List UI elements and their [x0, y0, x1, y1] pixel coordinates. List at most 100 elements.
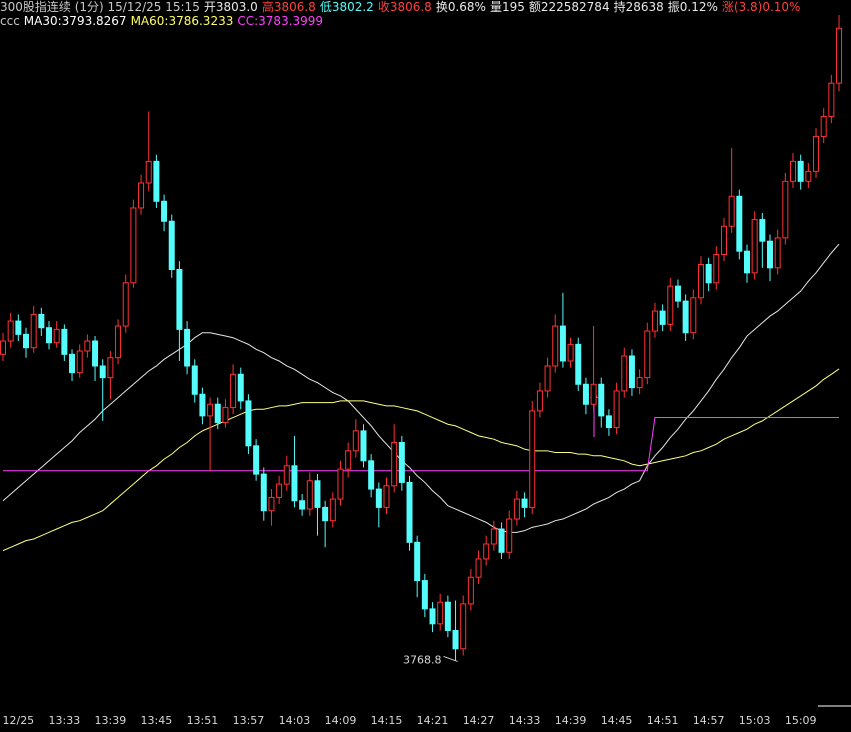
candle-body — [306, 480, 313, 510]
candle-body — [38, 313, 45, 329]
candle-body — [245, 400, 252, 447]
candle-body — [544, 365, 551, 392]
candle-body — [582, 383, 589, 405]
candle-body — [61, 328, 68, 355]
candle-body — [291, 465, 298, 502]
candle-body — [521, 498, 528, 508]
candle-body — [314, 480, 321, 508]
candle-body — [444, 601, 451, 631]
candle-body — [176, 268, 183, 330]
candle-body — [483, 543, 490, 560]
indicator-item: CC:3783.3999 — [237, 14, 324, 28]
candle-body — [452, 629, 459, 650]
candle-body — [567, 343, 574, 362]
x-tick-label: 14:03 — [279, 714, 311, 727]
candle-body — [391, 442, 398, 487]
candle-body — [0, 340, 6, 355]
candle-body — [383, 485, 390, 508]
candle-body — [46, 327, 53, 344]
candle-body — [728, 195, 735, 227]
candle-body — [69, 353, 76, 374]
x-tick-label: 14:57 — [693, 714, 725, 727]
x-tick-label: 13:51 — [187, 714, 219, 727]
candle-body — [559, 325, 566, 362]
candle-body — [161, 200, 168, 222]
candle-body — [651, 310, 658, 332]
candle-body — [437, 601, 444, 625]
candle-body — [283, 465, 290, 485]
candle-body — [260, 473, 267, 512]
x-tick-label: 13:57 — [233, 714, 265, 727]
candle-body — [214, 403, 221, 424]
indicator-item: ccc — [0, 14, 20, 28]
header: 300股指连续 (1分) 15/12/25 15:15 开3803.0 高3806.… — [0, 0, 800, 28]
x-tick-label: 13:45 — [141, 714, 173, 727]
candle-body — [736, 195, 743, 252]
x-tick-label: 14:15 — [371, 714, 403, 727]
x-tick-label: 14:45 — [601, 714, 633, 727]
candle-body — [230, 373, 237, 409]
x-tick-label: 12/25 — [2, 714, 34, 727]
x-tick-label: 15:09 — [785, 714, 817, 727]
x-tick-label: 13:39 — [95, 714, 127, 727]
candle-body — [552, 325, 559, 367]
header-item: 收3806.8 — [377, 0, 432, 14]
candle-body — [529, 410, 536, 508]
x-tick-label: 13:33 — [49, 714, 81, 727]
candle-body — [253, 445, 260, 475]
candle-body — [720, 225, 727, 256]
low-annotation: 3768.8 — [403, 653, 442, 666]
header-item: 换0.68% — [435, 0, 486, 14]
candle-body — [398, 442, 405, 483]
indicator-row: ccc MA30:3793.8267 MA60:3786.3233 CC:3783.3… — [0, 14, 800, 28]
candle-body — [498, 528, 505, 553]
x-tick-label: 14:09 — [325, 714, 357, 727]
candle-body — [406, 481, 413, 543]
candle-body — [322, 506, 329, 522]
header-item: 300股指连续 (1分) 15/12/25 15:15 — [0, 0, 200, 14]
candle-body — [138, 182, 145, 209]
candle-body — [674, 285, 681, 302]
candle-body — [467, 576, 474, 605]
candle-body — [368, 460, 375, 490]
quote-row: 300股指连续 (1分) 15/12/25 15:15 开3803.0 高3806.… — [0, 0, 800, 14]
candle-body — [790, 160, 797, 182]
candle-body — [222, 407, 229, 424]
candle-body — [506, 518, 513, 553]
header-item: 低3802.2 — [319, 0, 374, 14]
candle-body — [184, 328, 191, 367]
candle-body — [207, 403, 214, 417]
header-item: 开3803.0 — [203, 0, 258, 14]
candle-body — [536, 390, 543, 412]
candle-body — [797, 160, 804, 182]
candle-body — [421, 580, 428, 610]
candle-body — [613, 390, 620, 429]
candle-body — [475, 558, 482, 578]
candle-body — [590, 383, 597, 405]
low-pointer — [443, 655, 458, 662]
candle-body — [329, 498, 336, 522]
candle-body — [99, 365, 106, 379]
header-item: 持28638 — [613, 0, 664, 14]
candle-body — [690, 297, 697, 334]
candle-body — [145, 160, 152, 184]
candle-body — [199, 393, 206, 417]
candle-body — [92, 340, 99, 367]
candle-body — [352, 430, 359, 452]
candle-body — [460, 603, 467, 650]
candle-body — [375, 488, 382, 508]
candle-body — [122, 282, 129, 327]
candle-body — [743, 250, 750, 274]
candle-body — [237, 373, 244, 402]
candle-body — [337, 468, 344, 500]
candle-body — [53, 328, 60, 344]
candle-body — [360, 430, 367, 462]
candle-body — [667, 285, 674, 325]
candle-body — [820, 115, 827, 137]
candle-body — [828, 82, 835, 117]
candle-body — [107, 357, 114, 379]
candle-body — [414, 541, 421, 582]
candle-body — [84, 340, 91, 352]
candle-body — [7, 320, 14, 342]
